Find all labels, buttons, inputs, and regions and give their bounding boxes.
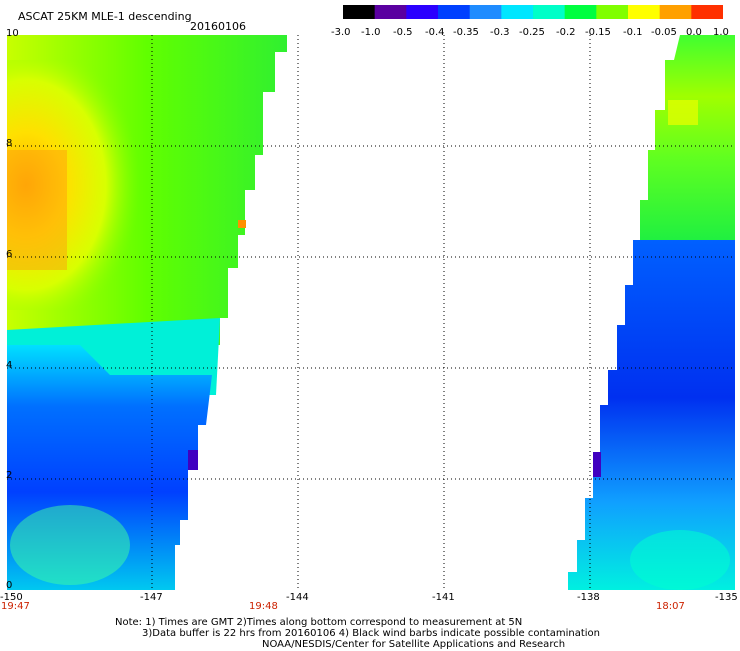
- colorbar-tick-12: 1.0: [713, 27, 729, 38]
- colorbar-swatch-5: [501, 5, 534, 19]
- colorbar-tick-4: -0.35: [453, 27, 479, 38]
- colorbar-swatch-6: [533, 5, 566, 19]
- swath-right-upper: [640, 35, 735, 240]
- colorbar-swatch-7: [564, 5, 597, 19]
- colorbar-swatch-10: [659, 5, 692, 19]
- x-tick-138: -138: [577, 592, 600, 603]
- y-tick-8: 8: [6, 138, 13, 149]
- map-date: 20160106: [190, 20, 246, 33]
- colorbar-tick-3: -0.4: [425, 27, 445, 38]
- x-tick-150: -150: [0, 592, 23, 603]
- colorbar-tick-10: -0.05: [651, 27, 677, 38]
- colorbar-swatch-0: [343, 5, 376, 19]
- swath-left-greenish-bottom: [10, 505, 130, 585]
- swath-right-purple-patch: [593, 452, 601, 477]
- footnote-line-2: 3)Data buffer is 22 hrs from 20160106 4)…: [142, 628, 600, 639]
- swath-time-2: 19:48: [249, 601, 278, 612]
- swath-left-orange: [7, 150, 67, 270]
- colorbar-tick-1: -1.0: [361, 27, 381, 38]
- colorbar-swatch-1: [374, 5, 407, 19]
- colorbar-swatch-3: [438, 5, 471, 19]
- grid-lines: [7, 35, 735, 590]
- swath-left-orange-pixel: [238, 220, 246, 228]
- colorbar-swatch-8: [596, 5, 629, 19]
- colorbar-swatch-2: [406, 5, 439, 19]
- x-tick-141: -141: [432, 592, 455, 603]
- swath-left-yellow: [7, 60, 197, 310]
- colorbar-tick-11: 0.0: [686, 27, 702, 38]
- y-tick-4: 4: [6, 360, 13, 371]
- swath-right-yellow-patch: [668, 100, 698, 125]
- swath-time-3: 18:07: [656, 601, 685, 612]
- swath-right-cyan-bottom: [630, 530, 730, 590]
- colorbar-tick-8: -0.15: [585, 27, 611, 38]
- footnote-line-1: Note: 1) Times are GMT 2)Times along bot…: [115, 617, 523, 628]
- y-tick-2: 2: [6, 470, 13, 481]
- colorbar-swatches: [343, 5, 723, 19]
- colorbar-tick-7: -0.2: [556, 27, 576, 38]
- swath-right-lower: [568, 240, 735, 590]
- map-title: ASCAT 25KM MLE-1 descending: [18, 10, 192, 23]
- swath-right: [568, 35, 735, 590]
- x-tick-147: -147: [140, 592, 163, 603]
- y-tick-6: 6: [6, 249, 13, 260]
- x-tick-135: -135: [715, 592, 738, 603]
- colorbar-tick-0: -3.0: [331, 27, 351, 38]
- swath-time-1: 19:47: [1, 601, 30, 612]
- colorbar-tick-6: -0.25: [519, 27, 545, 38]
- swath-left-purple-patch: [188, 450, 198, 470]
- swath-left: [7, 35, 287, 590]
- y-tick-10: 10: [6, 28, 19, 39]
- colorbar-swatch-9: [628, 5, 661, 19]
- x-tick-144: -144: [286, 592, 309, 603]
- y-tick-0: 0: [6, 580, 13, 591]
- footnote-line-3: NOAA/NESDIS/Center for Satellite Applica…: [262, 639, 566, 650]
- colorbar-tick-2: -0.5: [393, 27, 413, 38]
- colorbar-tick-9: -0.1: [623, 27, 643, 38]
- colorbar-tick-5: -0.3: [490, 27, 510, 38]
- colorbar-swatch-11: [691, 5, 723, 19]
- colorbar-swatch-4: [469, 5, 502, 19]
